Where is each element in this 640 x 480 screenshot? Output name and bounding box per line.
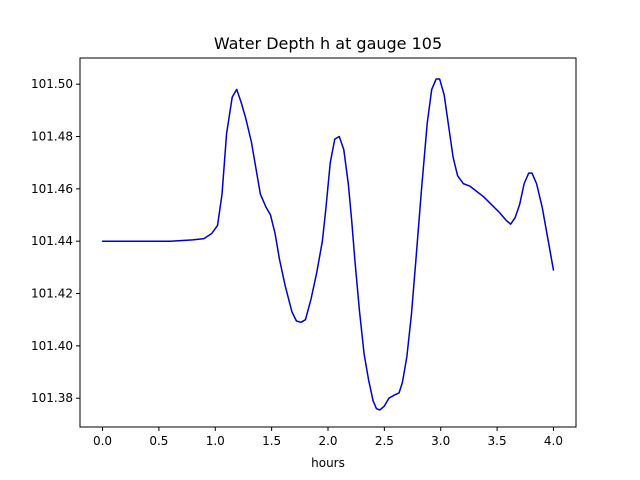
- y-axis: 101.38 101.40 101.42 101.44 101.46 101.48 101.…: [31, 77, 80, 405]
- chart-title: Water Depth h at gauge 105: [214, 34, 442, 53]
- y-tick-label: 101.48: [31, 130, 73, 144]
- y-tick-label: 101.40: [31, 339, 73, 353]
- x-axis-label: hours: [311, 456, 345, 470]
- series-line-0: [101, 78, 555, 411]
- x-tick-label: 0.0: [93, 434, 112, 448]
- x-axis: 0.0 0.5 1.0 1.5 2.0 2.5 3.0 3.5 4.0: [93, 427, 563, 448]
- y-tick-label: 101.46: [31, 182, 73, 196]
- x-tick-label: 3.5: [488, 434, 507, 448]
- y-tick-label: 101.44: [31, 234, 73, 248]
- y-tick-label: 101.50: [31, 77, 73, 91]
- x-tick-label: 4.0: [544, 434, 563, 448]
- y-tick-label: 101.42: [31, 287, 73, 301]
- x-tick-label: 0.5: [149, 434, 168, 448]
- x-tick-label: 2.5: [375, 434, 394, 448]
- x-tick-label: 1.0: [206, 434, 225, 448]
- x-tick-label: 1.5: [262, 434, 281, 448]
- x-tick-label: 2.0: [318, 434, 337, 448]
- x-tick-label: 3.0: [431, 434, 450, 448]
- y-tick-label: 101.38: [31, 391, 73, 405]
- plot-area: [79, 57, 577, 428]
- plot-frame: [79, 57, 577, 428]
